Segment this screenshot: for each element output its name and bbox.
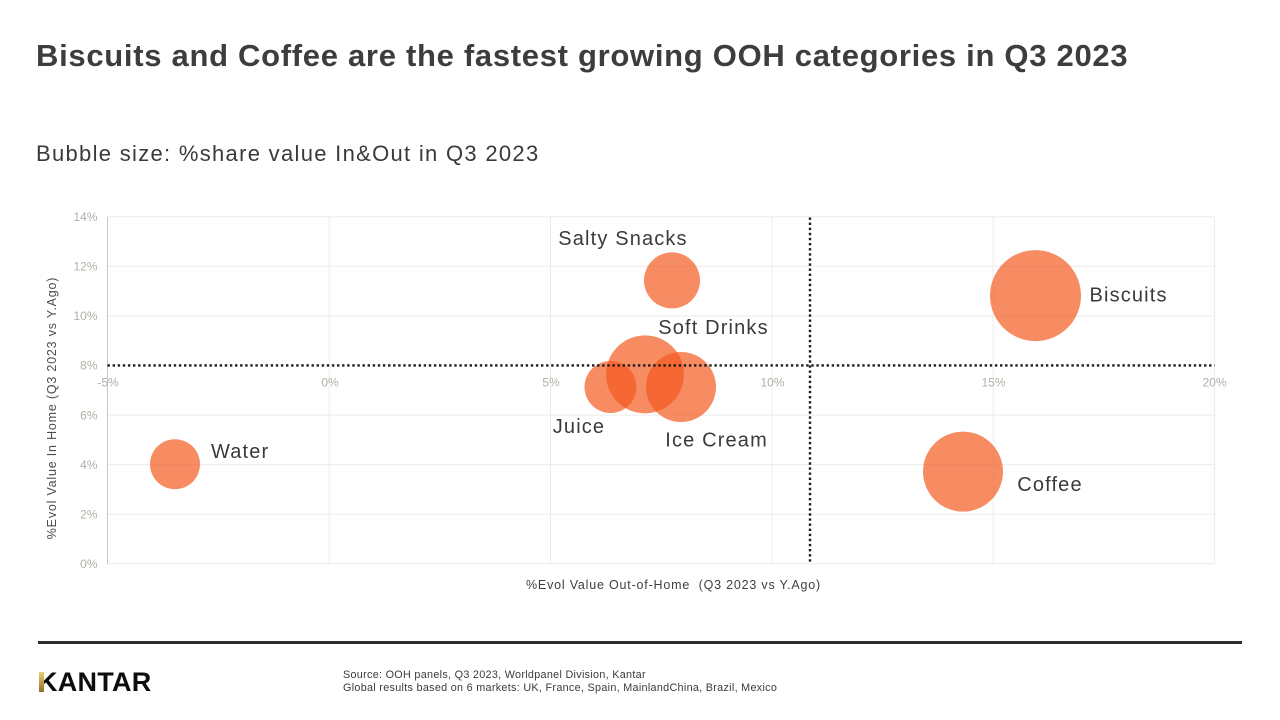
svg-text:4%: 4%: [80, 458, 98, 472]
svg-text:0%: 0%: [321, 376, 339, 390]
svg-text:0%: 0%: [80, 557, 98, 571]
svg-text:10%: 10%: [73, 309, 97, 323]
svg-text:6%: 6%: [80, 408, 98, 422]
svg-text:2%: 2%: [80, 507, 98, 521]
svg-text:Water: Water: [211, 441, 269, 463]
svg-text:5%: 5%: [542, 376, 560, 390]
svg-text:-5%: -5%: [97, 376, 119, 390]
svg-text:%Evol Value In Home (Q3 2023: %Evol Value In Home (Q3 2023 vs Y.Ago): [45, 277, 59, 539]
svg-text:12%: 12%: [73, 260, 97, 274]
svg-text:10%: 10%: [760, 376, 784, 390]
svg-text:Biscuits: Biscuits: [1090, 285, 1168, 307]
svg-text:Coffee: Coffee: [1017, 474, 1082, 496]
svg-text:%Evol Value Out-of-Home (Q3: %Evol Value Out-of-Home (Q3 2023 vs Y.Ag…: [526, 578, 821, 592]
svg-text:8%: 8%: [80, 359, 98, 373]
svg-text:14%: 14%: [73, 210, 97, 224]
svg-text:Salty Snacks: Salty Snacks: [558, 228, 687, 250]
svg-text:15%: 15%: [981, 376, 1005, 390]
svg-text:Soft Drinks: Soft Drinks: [658, 317, 768, 339]
svg-text:20%: 20%: [1202, 376, 1226, 390]
svg-text:Juice: Juice: [553, 416, 605, 438]
svg-text:Ice Cream: Ice Cream: [665, 430, 768, 452]
